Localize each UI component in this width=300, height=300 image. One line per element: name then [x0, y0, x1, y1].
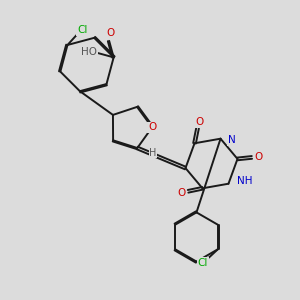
Text: O: O — [195, 117, 203, 127]
Text: Cl: Cl — [77, 25, 88, 35]
Text: O: O — [148, 122, 156, 132]
Text: O: O — [254, 152, 262, 162]
Text: NH: NH — [237, 176, 252, 186]
Text: N: N — [228, 135, 236, 145]
Text: HO: HO — [81, 47, 97, 57]
Text: Cl: Cl — [198, 258, 208, 268]
Text: O: O — [106, 28, 115, 38]
Text: O: O — [177, 188, 186, 198]
Text: H: H — [149, 148, 157, 158]
